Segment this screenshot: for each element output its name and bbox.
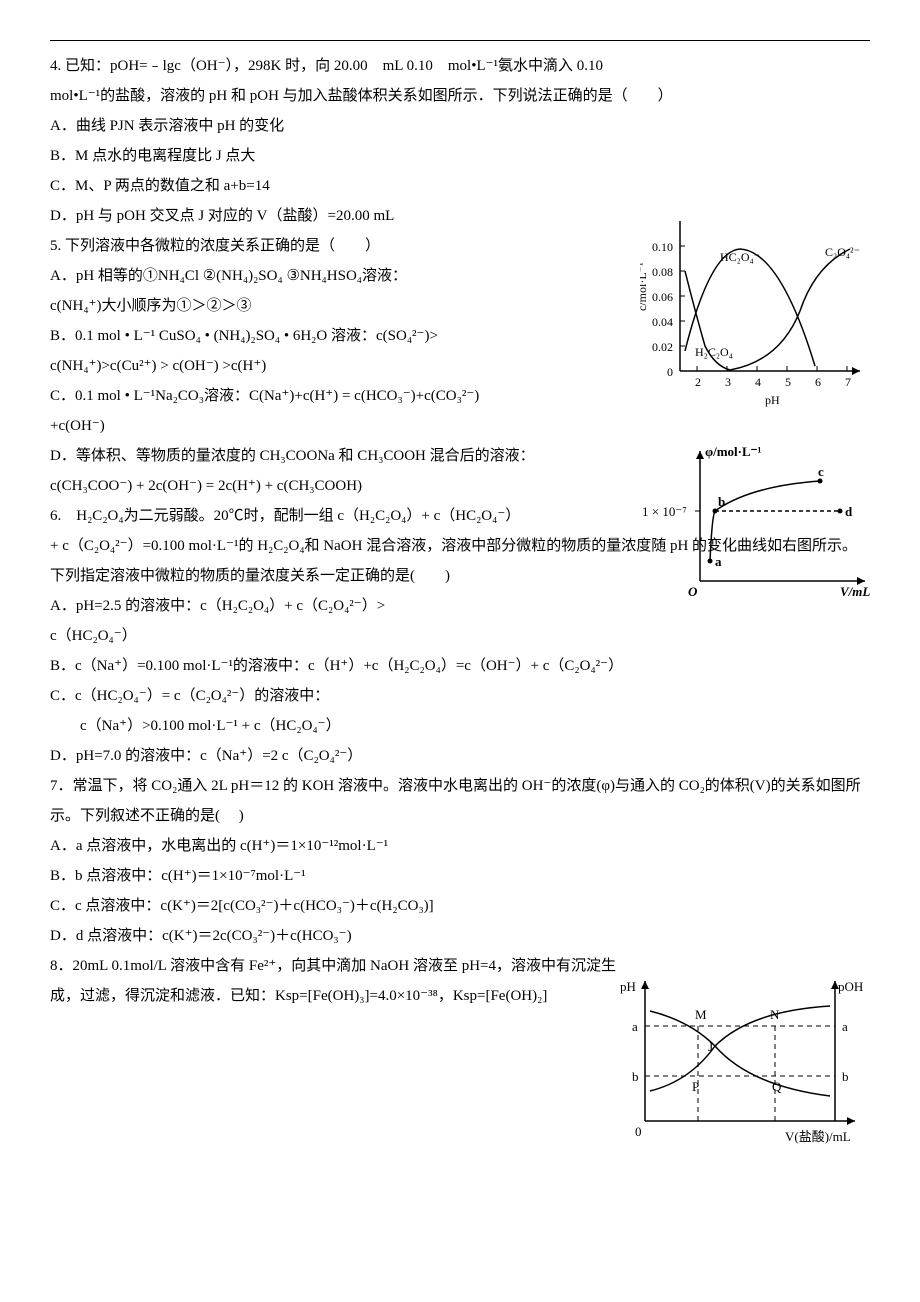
q7-stem: 7．常温下，将 CO₂通入 2L pH＝12 的 KOH 溶液中。溶液中水电离出…: [50, 771, 870, 831]
q5-B2: c(NH₄⁺)>c(Cu²⁺) > c(OH⁻) >c(H⁺): [50, 351, 620, 381]
xtick-3: 3: [725, 375, 731, 389]
q6-C1: C．c（HC₂O₄⁻）= c（C₂O₄²⁻）的溶液中：: [50, 681, 870, 711]
q6-B: B．c（Na⁺）=0.100 mol·L⁻¹的溶液中：c（H⁺）+c（H₂C₂O…: [50, 651, 870, 681]
pt-a: a: [715, 554, 722, 569]
q4-D: D．pH 与 pOH 交叉点 J 对应的 V（盐酸）=20.00 mL: [50, 201, 620, 231]
q6-C2: c（Na⁺）>0.100 mol·L⁻¹ + c（HC₂O₄⁻）: [50, 711, 870, 741]
lbl-M: M: [695, 1007, 707, 1022]
label-hc2o4: HC₂O₄⁻: [720, 250, 760, 264]
q5-D2: c(CH₃COO⁻) + 2c(OH⁻) = 2c(H⁺) + c(CH₃COO…: [50, 471, 620, 501]
figure-phi-v: φ/mol·L⁻¹ V/mL O 1 × 10⁻⁷ a b c d: [640, 441, 880, 611]
q5-C1: C．0.1 mol • L⁻¹Na₂CO₃溶液：C(Na⁺)+c(H⁺) = c…: [50, 381, 620, 411]
q7-C: C．c 点溶液中：c(K⁺)＝2[c(CO₃²⁻)＋c(HCO₃⁻)＋c(H₂C…: [50, 891, 620, 921]
origin: 0: [635, 1124, 642, 1139]
ytick-1: 0.02: [652, 340, 673, 354]
page-content: 0 0.02 0.04 0.06 0.08 0.10 2 3 4 5 6 7: [50, 51, 870, 1011]
top-rule: [50, 40, 870, 41]
q8-stem: 8．20mL 0.1mol/L 溶液中含有 Fe²⁺，向其中滴加 NaOH 溶液…: [50, 951, 620, 1011]
xtick-5: 5: [785, 375, 791, 389]
yt-b-r: b: [842, 1069, 849, 1084]
label-c2o4: C₂O₄²⁻: [825, 245, 860, 259]
xlabel: V/mL: [840, 584, 870, 599]
ytick-5: 0.10: [652, 240, 673, 254]
q7-A: A．a 点溶液中，水电离出的 c(H⁺)＝1×10⁻¹²mol·L⁻¹: [50, 831, 870, 861]
pt-d: d: [845, 504, 853, 519]
q7-B: B．b 点溶液中：c(H⁺)＝1×10⁻⁷mol·L⁻¹: [50, 861, 870, 891]
lbl-J: J: [708, 1039, 713, 1054]
ytick-2: 0.04: [652, 315, 673, 329]
q4-B: B．M 点水的电离程度比 J 点大: [50, 141, 620, 171]
yt-b-l: b: [632, 1069, 639, 1084]
q4-A: A．曲线 PJN 表示溶液中 pH 的变化: [50, 111, 620, 141]
pt-c: c: [818, 464, 824, 479]
figure-concentration-ph: 0 0.02 0.04 0.06 0.08 0.10 2 3 4 5 6 7: [640, 211, 870, 411]
xlabel: pH: [765, 393, 780, 407]
q5-D1: D．等体积、等物质的量浓度的 CH₃COONa 和 CH₃COOH 混合后的溶液…: [50, 441, 620, 471]
ylabel-left: pH: [620, 979, 636, 994]
lbl-N: N: [770, 1007, 780, 1022]
q6-A2: c（HC₂O₄⁻）: [50, 621, 870, 651]
lbl-Q: Q: [772, 1079, 782, 1094]
ylabel-right: pOH: [838, 979, 863, 994]
lbl-P: P: [692, 1079, 699, 1094]
label-h2c2o4: H₂C₂O₄: [695, 345, 733, 359]
q4-C: C．M、P 两点的数值之和 a+b=14: [50, 171, 620, 201]
ylabel: c/mol·L⁻¹: [640, 262, 649, 311]
yt-a-l: a: [632, 1019, 638, 1034]
ytick: 1 × 10⁻⁷: [642, 504, 687, 519]
xtick-4: 4: [755, 375, 761, 389]
q5-B1: B．0.1 mol • L⁻¹ CuSO₄ • (NH₄)₂SO₄ • 6H₂O…: [50, 321, 620, 351]
q6-D: D．pH=7.0 的溶液中：c（Na⁺）=2 c（C₂O₄²⁻）: [50, 741, 870, 771]
q7-D: D．d 点溶液中：c(K⁺)＝2c(CO₃²⁻)＋c(HCO₃⁻): [50, 921, 620, 951]
q4-stem-2: mol•L⁻¹的盐酸，溶液的 pH 和 pOH 与加入盐酸体积关系如图所示．下列…: [50, 81, 870, 111]
ytick-3: 0.06: [652, 290, 673, 304]
q5-A1: A．pH 相等的①NH₄Cl ②(NH₄)₂SO₄ ③NH₄HSO₄溶液：: [50, 261, 620, 291]
q6-stem1: 6. H₂C₂O₄为二元弱酸。20℃时，配制一组 c（H₂C₂O₄）+ c（HC…: [50, 501, 620, 531]
ytick-0: 0: [667, 365, 673, 379]
ytick-4: 0.08: [652, 265, 673, 279]
q5-stem: 5. 下列溶液中各微粒的浓度关系正确的是（ ）: [50, 231, 620, 261]
ylabel: φ/mol·L⁻¹: [705, 444, 762, 459]
yt-a-r: a: [842, 1019, 848, 1034]
xtick-7: 7: [845, 375, 851, 389]
xlabel: V(盐酸)/mL: [785, 1129, 851, 1144]
q5-C2: +c(OH⁻): [50, 411, 620, 441]
q4-stem-1: 4. 已知：pOH=﹣lgc（OH⁻），298K 时，向 20.00 mL 0.…: [50, 51, 870, 81]
xtick-6: 6: [815, 375, 821, 389]
figure-ph-poh: pH pOH V(盐酸)/mL 0 a a b b M N P Q J: [610, 971, 870, 1151]
q5-A2: c(NH₄⁺)大小顺序为①＞②＞③: [50, 291, 620, 321]
origin: O: [688, 584, 698, 599]
pt-b: b: [718, 494, 725, 509]
xtick-2: 2: [695, 375, 701, 389]
